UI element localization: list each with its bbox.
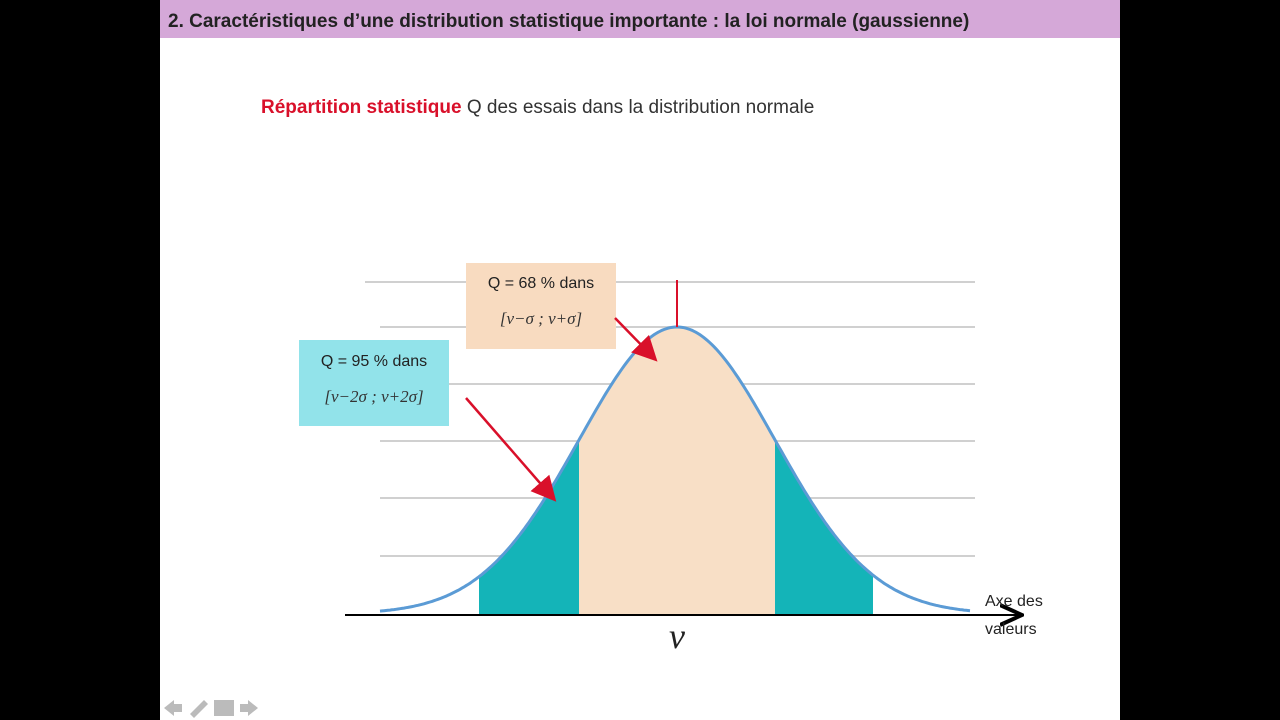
nav-icons <box>164 700 258 718</box>
axis-label: Axe des <box>985 593 1043 610</box>
mean-label: ν <box>669 616 685 656</box>
area-1sigma <box>579 327 775 614</box>
gauss-curve <box>379 325 971 613</box>
header-bar <box>160 0 1120 38</box>
callout-interval: [v−σ ; v+σ] <box>500 309 582 328</box>
subtitle-highlight: Répartition statistique <box>261 97 462 118</box>
arrow <box>614 317 658 362</box>
nav-menu[interactable] <box>214 700 234 716</box>
nav-prev[interactable] <box>164 700 182 716</box>
nav-next[interactable] <box>240 700 258 716</box>
area-2sigma-left <box>479 436 581 614</box>
callout-68 <box>466 263 616 349</box>
header-title: 2. Caractéristiques d’une distribution s… <box>168 11 969 32</box>
callout-text: Q = 95 % dans <box>321 353 427 370</box>
nav-pen[interactable] <box>190 700 208 718</box>
arrow <box>465 397 557 502</box>
subtitle: Répartition statistique Q des essais dan… <box>261 97 814 118</box>
callout-interval: [v−2σ ; v+2σ] <box>324 387 423 406</box>
subtitle-rest: Q des essais dans la distribution normal… <box>467 97 814 118</box>
axis-label: valeurs <box>985 621 1037 638</box>
callout-95 <box>299 340 449 426</box>
callout-text: Q = 68 % dans <box>488 275 594 292</box>
